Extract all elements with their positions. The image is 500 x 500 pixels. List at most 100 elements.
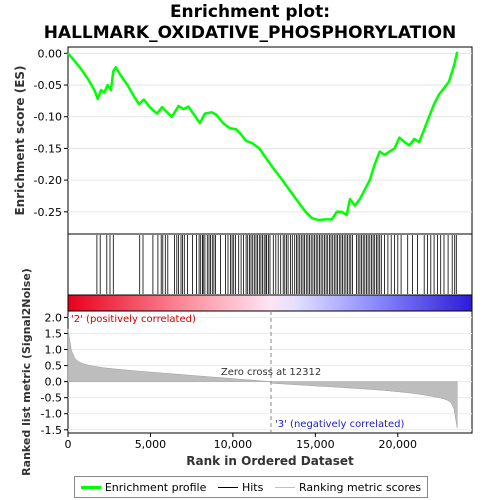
- x-axis-label: Rank in Ordered Dataset: [186, 454, 354, 468]
- es-curve-point: [273, 168, 275, 170]
- es-curve-point: [336, 211, 338, 213]
- es-curve-point: [448, 81, 450, 83]
- es-curve-point: [115, 66, 117, 68]
- rank-gradient: [67, 294, 473, 312]
- es-curve-point: [304, 211, 307, 213]
- es-curve-point: [403, 141, 405, 143]
- x-tick-label: 5,000: [135, 438, 167, 451]
- es-curve-point: [93, 89, 95, 91]
- es-curve-point: [324, 218, 326, 220]
- es-curve-point: [354, 204, 356, 207]
- es-curve-point: [258, 147, 260, 149]
- es-curve-point: [87, 78, 89, 80]
- es-curve-point: [423, 128, 425, 130]
- es-y-axis-label: Enrichment score (ES): [13, 65, 27, 215]
- x-tick-label: 20,000: [379, 438, 418, 451]
- es-panel: 0.00 -0.05 -0.10 -0.15 -0.20 -0.25: [34, 46, 473, 235]
- chart-title-line1: Enrichment plot:: [169, 2, 331, 22]
- legend-item-hits: Hits: [217, 480, 264, 494]
- metric-tick-label: -0.5: [41, 392, 62, 405]
- es-curve-point: [245, 140, 247, 142]
- es-curve-point: [384, 154, 386, 156]
- legend-item-es: Enrichment profile: [80, 480, 207, 494]
- es-curve-point: [161, 106, 163, 108]
- es-curve-point: [393, 147, 396, 149]
- es-curve-point: [215, 114, 217, 116]
- metric-tick-label: 2.0: [45, 311, 63, 324]
- metric-panel: 2.0 1.5 1.0 0.5 0.0 -0.5 -1.0 -1.5 Zero cross at…: [41, 310, 473, 451]
- es-tick-label: 0.00: [38, 47, 63, 60]
- es-curve-point: [453, 65, 455, 67]
- hits-panel: [67, 233, 473, 296]
- es-curve-point: [110, 89, 112, 91]
- metric-tick-label: 1.5: [45, 327, 63, 340]
- es-curve-point: [240, 133, 242, 136]
- es-curve-point: [229, 127, 231, 129]
- x-tick-label: 10,000: [214, 438, 253, 451]
- es-curve-point: [349, 198, 351, 200]
- legend-label-es: Enrichment profile: [104, 480, 207, 494]
- es-curve-point: [166, 111, 168, 113]
- es-curve-point: [318, 219, 320, 221]
- es-curve-point: [408, 144, 410, 146]
- legend: Enrichment profile Hits Ranking metric s…: [74, 476, 428, 498]
- es-curve-point: [74, 60, 76, 62]
- es-curve-point: [389, 151, 391, 153]
- zero-cross-label: Zero cross at 12312: [221, 367, 321, 378]
- metric-tick-label: 0.5: [45, 360, 63, 373]
- es-curve-point: [192, 113, 194, 115]
- metric-y-axis-label: Ranked list metric (Signal2Noise): [20, 268, 33, 476]
- es-curve-point: [265, 157, 267, 159]
- es-curve-point: [103, 92, 105, 94]
- es-curve-point: [156, 113, 158, 115]
- es-curve-point: [252, 142, 254, 144]
- chart-title: Enrichment plot: HALLMARK_OXIDATIVE_PHOS…: [0, 2, 500, 44]
- es-curve-point: [359, 198, 361, 200]
- es-curve-point: [126, 84, 128, 86]
- es-curve-point: [346, 214, 348, 216]
- negative-correlated-label: '3' (negatively correlated): [275, 419, 404, 430]
- es-curve-point: [418, 141, 420, 143]
- legend-label-hits: Hits: [241, 480, 264, 494]
- es-curve-point: [107, 84, 109, 86]
- es-tick-label: -0.15: [34, 142, 62, 155]
- legend-swatch-hits: [217, 486, 238, 488]
- es-curve-point: [369, 179, 371, 181]
- es-curve-point: [428, 116, 430, 118]
- es-curve-point: [177, 105, 180, 107]
- rank-color-bar: [67, 294, 473, 312]
- es-curve-point: [331, 218, 333, 220]
- es-curve-point: [398, 137, 400, 139]
- metric-area: [67, 328, 458, 429]
- es-curve-point: [80, 68, 82, 70]
- es-frame: [67, 46, 473, 235]
- positive-correlated-label: '2' (positively correlated): [71, 314, 196, 325]
- es-curve-point: [171, 116, 173, 118]
- es-curve-point: [443, 87, 445, 89]
- es-curve-point: [298, 202, 300, 204]
- es-tick-label: -0.10: [34, 111, 62, 124]
- chart-title-line2: HALLMARK_OXIDATIVE_PHOSPHORYLATION: [43, 23, 457, 43]
- es-curve-point: [210, 111, 213, 113]
- es-curve-point: [290, 190, 292, 193]
- metric-tick-label: -1.5: [41, 424, 62, 437]
- es-curve-point: [97, 98, 99, 100]
- axis-labels: Rank in Ordered Dataset Enrichment score …: [13, 65, 354, 475]
- es-curve-point: [138, 103, 140, 105]
- es-curve-point: [341, 211, 343, 213]
- es-curve-point: [67, 52, 69, 54]
- es-tick-label: -0.05: [34, 79, 62, 92]
- legend-swatch-es: [80, 485, 101, 489]
- es-curve-point: [112, 70, 114, 72]
- es-curve-point: [235, 128, 237, 130]
- es-curve-point: [199, 122, 201, 124]
- es-curve-point: [281, 179, 283, 181]
- metric-tick-label: -1.0: [41, 408, 62, 421]
- legend-label-metric: Ranking metric scores: [298, 480, 422, 494]
- es-curve-point: [187, 106, 189, 108]
- es-curve-point: [413, 138, 415, 140]
- legend-swatch-metric: [274, 486, 295, 488]
- es-curve-point: [143, 99, 145, 101]
- x-tick-label: 15,000: [296, 438, 335, 451]
- legend-item-metric: Ranking metric scores: [274, 480, 422, 494]
